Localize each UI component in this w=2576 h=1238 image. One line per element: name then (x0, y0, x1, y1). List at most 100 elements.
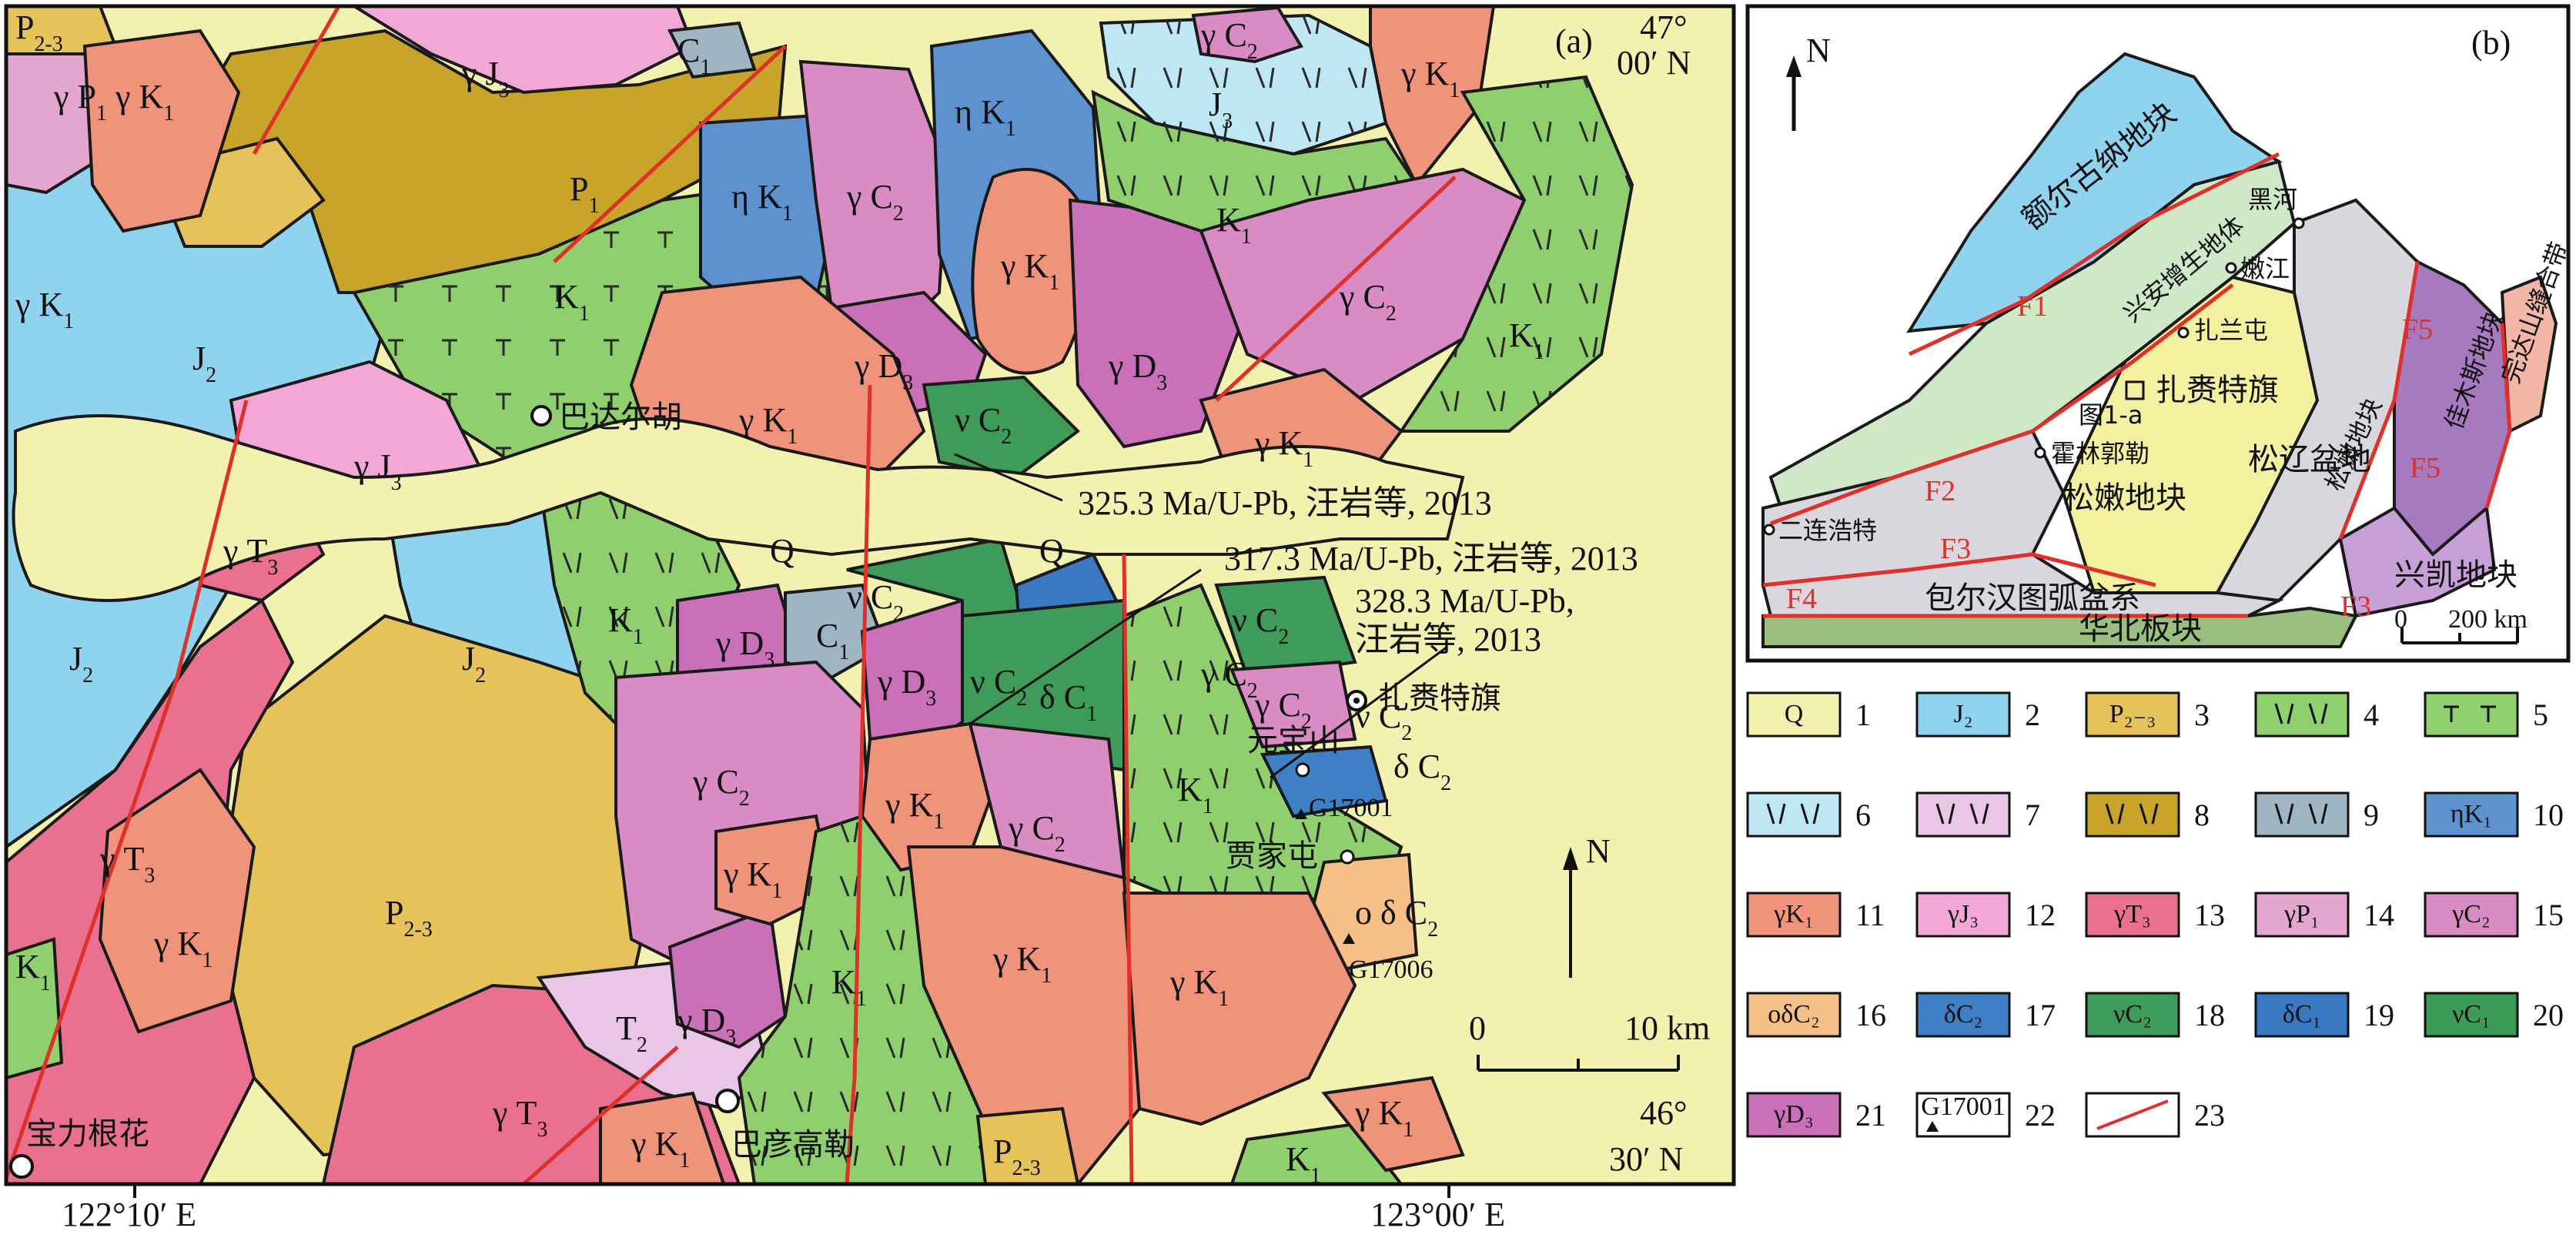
unit-huabei: 华北板块 (2079, 611, 2202, 647)
place-marker (715, 1089, 740, 1113)
place-badaerhu: 巴达尔胡 (559, 400, 682, 435)
legend-number: 5 (2533, 698, 2548, 732)
fault-label: F2 (1925, 475, 1955, 507)
legend-swatch (1746, 892, 1842, 938)
fault-line (845, 384, 872, 1184)
place-marker (1340, 849, 1355, 865)
legend-pattern (2274, 803, 2328, 825)
fault-line (252, 6, 341, 156)
fault-line (1770, 283, 2234, 526)
legend-code: νC₂ (2113, 1000, 2152, 1029)
panel-b-map: (b) N 额尔古纳地块 兴安增生地体 松辽盆地 松嫩地块 松嫩地块 佳木斯地块… (1745, 4, 2574, 663)
leader-line (969, 568, 1202, 725)
leader-line (954, 453, 1063, 502)
legend-swatch (2254, 892, 2350, 938)
unit-nc2-north (922, 375, 1081, 480)
legend-code: ηK₁ (2451, 800, 2492, 828)
panel-a-tag: (a) (1555, 22, 1593, 60)
unit-quaternary-river (12, 414, 1465, 602)
legend-number: 10 (2533, 798, 2564, 832)
scale-bar (1477, 1055, 1680, 1072)
legend-code: P₂₋₃ (2109, 700, 2156, 728)
unit-gc2-small-east (1229, 660, 1357, 749)
unit-gk1-northwest (82, 28, 241, 233)
fault-line (1122, 554, 1134, 1184)
fault-line (522, 1046, 679, 1184)
unit-k1-west-edge (6, 937, 64, 1080)
town-marker (2177, 326, 2190, 339)
longitude-left: 122°10′ E (62, 1196, 196, 1233)
legend-swatch (1915, 691, 2011, 738)
legend-number: 18 (2194, 998, 2225, 1032)
unit-c1-north (667, 21, 757, 79)
town-nenjiang: 嫩江 (2240, 254, 2290, 283)
legend-item: 9 (2254, 791, 2379, 838)
legend-swatch (1746, 791, 1842, 838)
legend-item: γD₃ 21 (1746, 1092, 1886, 1138)
legend-item: 4 (2254, 691, 2379, 738)
place-yuanbaoshan: 元宝山 (1247, 723, 1340, 758)
legend-number: 11 (1855, 898, 1885, 932)
legend-pattern (1935, 803, 1989, 825)
legend-number: 17 (2025, 998, 2056, 1032)
legend-swatch (2254, 992, 2350, 1038)
legend-item: γK₁ 11 (1746, 892, 1885, 938)
legend-item: γJ₃ 12 (1915, 892, 2056, 938)
place-marker (1295, 762, 1310, 778)
town-zhalantun: 扎兰屯 (2194, 316, 2268, 345)
unit-songliao: 松辽盆地 (2248, 442, 2371, 477)
age-label-1: 325.3 Ma/U-Pb, 汪岩等, 2013 (1078, 484, 1492, 522)
sample-triangle-icon (1926, 1121, 1939, 1132)
town-huolinguole: 霍林郭勒 (2051, 439, 2149, 468)
legend-item: οδC₂ 16 (1746, 992, 1886, 1038)
unit-gc2-northeast (1191, 6, 1303, 64)
fault-label: F1 (2017, 290, 2048, 323)
fault-label: F5 (2402, 313, 2433, 346)
unit-gk1-west (98, 768, 256, 1034)
place-bayangaole: 巴彦高勒 (731, 1127, 855, 1163)
volcanic-pattern (1101, 15, 1386, 154)
place-jiajiatun: 贾家屯 (1226, 838, 1318, 874)
legend-number: 23 (2194, 1098, 2225, 1133)
legend-number: 12 (2025, 898, 2056, 932)
unit-baoerhantu: 包尔汉图弧盆系 (1925, 581, 2140, 616)
legend-code: G17001 (1921, 1092, 2006, 1121)
volcanic-pattern (739, 801, 1001, 1184)
legend-code: οδC₂ (1768, 1000, 1820, 1029)
coord-ne-min: 00′ N (1617, 44, 1691, 82)
legend-swatch (2424, 791, 2519, 838)
fault-label: F3 (1940, 533, 1971, 565)
fault-label: F3 (2340, 591, 2371, 623)
legend-item: G17001 22 (1915, 1092, 2056, 1138)
legend-swatch (1746, 1092, 1842, 1138)
fault-line (2338, 261, 2420, 540)
coord-ne-lat: 47° (1640, 8, 1688, 46)
legend-number: 2 (2025, 698, 2040, 732)
place-baoligenhua: 宝力根花 (26, 1116, 149, 1152)
legend-swatch (2424, 892, 2519, 938)
scale-ten: 10 km (1624, 1009, 1710, 1047)
place-zalaiteqi: 扎赉特旗 (1378, 681, 1501, 716)
legend-number: 14 (2364, 898, 2394, 932)
legend-swatch (2085, 691, 2180, 738)
legend-item: νC₂ 18 (2085, 992, 2225, 1038)
unit-gk1-south-small (714, 814, 834, 926)
legend-code: γD₃ (1773, 1100, 1813, 1129)
place-marker-dot (1353, 698, 1360, 704)
unit-nc2-block (1214, 575, 1357, 680)
label-fig1a: 图1-a (2079, 400, 2143, 430)
coord-se-lat: 46° (1640, 1094, 1688, 1132)
legend-item: J₂ 2 (1915, 691, 2040, 738)
coord-se-min: 30′ N (1609, 1140, 1683, 1178)
panel-a-map (6, 6, 1734, 1184)
sample-g17001: G17001 (1309, 794, 1393, 822)
legend-swatch (2085, 892, 2180, 938)
scale-200-b: 200 km (2448, 605, 2527, 634)
legend-number: 16 (1855, 998, 1886, 1032)
fault-label: F4 (1786, 583, 1817, 615)
fault-line (553, 45, 787, 263)
legend-pattern (2274, 703, 2328, 724)
unit-k1-bottom (1229, 1122, 1403, 1184)
